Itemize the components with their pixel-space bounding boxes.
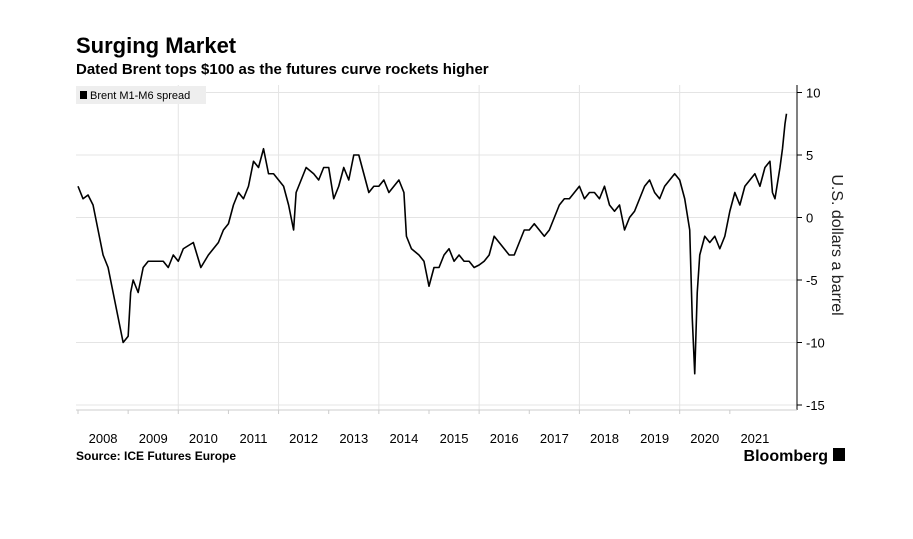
legend-box (76, 86, 206, 104)
source: Source: ICE Futures Europe (76, 449, 236, 463)
x-tick-label: 2011 (240, 431, 268, 446)
x-tick-label: 2008 (89, 431, 118, 446)
x-tick-label: 2016 (490, 431, 519, 446)
y-tick-label: 10 (806, 86, 820, 101)
x-tick-label: 2018 (590, 431, 619, 446)
y-tick-label: 0 (806, 211, 813, 226)
x-tick-label: 2021 (740, 431, 769, 446)
brand: Bloomberg (744, 448, 828, 465)
x-tick-label: 2014 (389, 431, 418, 446)
x-tick-label: 2012 (289, 431, 318, 446)
brand-icon (833, 448, 845, 461)
x-tick-label: 2020 (690, 431, 719, 446)
x-tick-label: 2015 (440, 431, 469, 446)
y-tick-label: -10 (806, 336, 825, 351)
y-axis-label: U.S. dollars a barrel (828, 174, 845, 315)
x-tick-label: 2009 (139, 431, 168, 446)
legend-label: Brent M1-M6 spread (90, 90, 190, 102)
y-tick-label: -5 (806, 273, 818, 288)
chart-subtitle: Dated Brent tops $100 as the futures cur… (76, 61, 489, 78)
x-tick-label: 2019 (640, 431, 669, 446)
x-tick-label: 2017 (540, 431, 569, 446)
line (77, 113, 788, 375)
y-tick-label: 5 (806, 148, 813, 163)
chart-title: Surging Market (76, 33, 237, 58)
x-tick-label: 2010 (189, 431, 218, 446)
legend-swatch (80, 91, 87, 99)
y-tick-label: -15 (806, 398, 825, 413)
x-tick-label: 2013 (339, 431, 368, 446)
